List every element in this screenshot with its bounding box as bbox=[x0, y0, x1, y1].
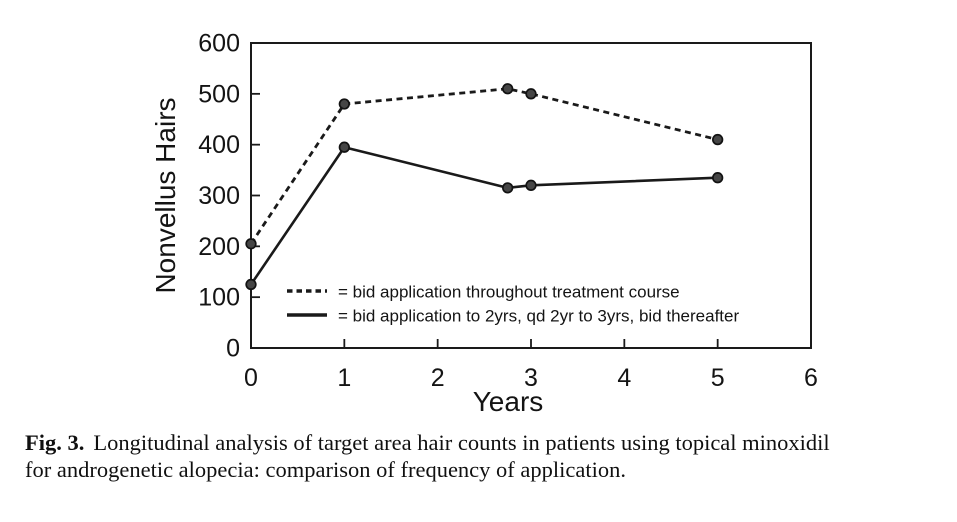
y-tick-label: 300 bbox=[198, 182, 240, 210]
y-tick-label: 0 bbox=[226, 335, 240, 363]
x-tick-label: 6 bbox=[804, 364, 818, 392]
x-tick-label: 0 bbox=[244, 364, 258, 392]
figure-number-label: Fig. 3. bbox=[25, 430, 85, 455]
y-axis-title: Nonvellus Hairs bbox=[150, 97, 181, 293]
data-point-marker bbox=[525, 179, 537, 191]
data-point-marker bbox=[338, 98, 350, 110]
y-tick-label: 400 bbox=[198, 131, 240, 159]
data-point-marker bbox=[245, 278, 257, 291]
y-tick-label: 600 bbox=[198, 30, 240, 58]
legend-label: = bid application throughout treatment c… bbox=[338, 283, 680, 302]
x-tick-label: 5 bbox=[711, 364, 725, 392]
x-tick-label: 1 bbox=[337, 364, 351, 392]
data-point-marker bbox=[338, 141, 350, 153]
x-axis-title: Years bbox=[473, 386, 544, 417]
data-point-marker bbox=[502, 182, 514, 194]
y-tick-label: 200 bbox=[198, 233, 240, 261]
series-line-dashed bbox=[249, 87, 718, 245]
figure-caption: Fig. 3. Longitudinal analysis of target a… bbox=[25, 429, 830, 483]
caption-line-1: Longitudinal analysis of target area hai… bbox=[93, 430, 830, 455]
legend-label: = bid application to 2yrs, qd 2yr to 3yr… bbox=[338, 307, 739, 326]
y-tick-label: 500 bbox=[198, 80, 240, 108]
data-point-marker bbox=[712, 133, 724, 146]
data-point-marker bbox=[245, 238, 257, 250]
series-line-solid bbox=[249, 145, 718, 286]
data-point-marker bbox=[502, 83, 514, 95]
y-tick-label: 100 bbox=[198, 284, 240, 312]
x-tick-label: 3 bbox=[524, 364, 538, 392]
x-tick-label: 4 bbox=[617, 364, 631, 392]
data-point-marker bbox=[525, 88, 537, 100]
x-tick-label: 2 bbox=[431, 364, 445, 392]
caption-line-2: for androgenetic alopecia: comparison of… bbox=[25, 457, 626, 482]
hair-count-line-chart: 0 100 200 300 400 500 600 0 1 2 3 4 5 6 Years Nonvellus… bbox=[150, 30, 818, 418]
data-point-marker bbox=[712, 172, 724, 184]
